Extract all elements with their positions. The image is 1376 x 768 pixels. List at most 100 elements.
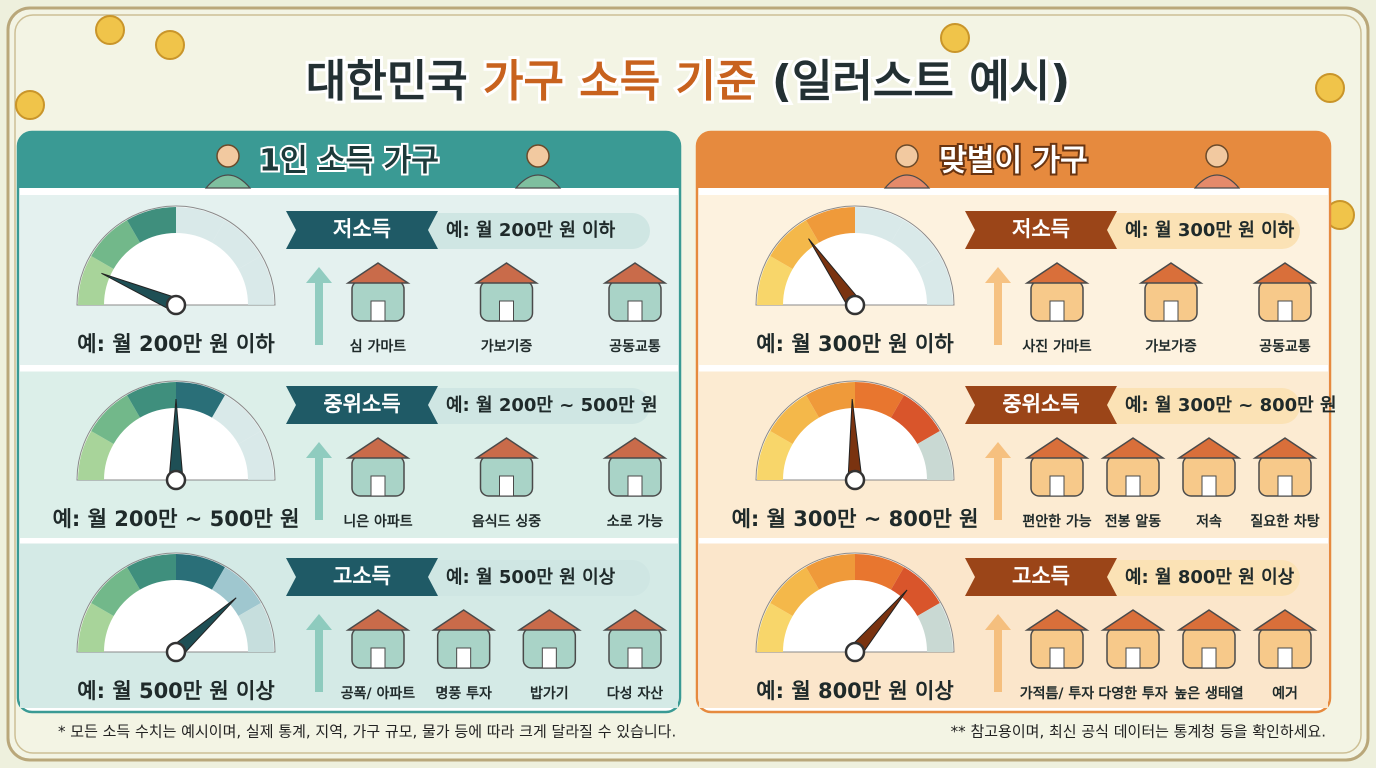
item-label: 높은 생태열 (1174, 685, 1243, 702)
item-label: 명풍 투자 (435, 685, 492, 702)
person-body (204, 174, 252, 189)
item-label: 다영한 투자 (1098, 685, 1167, 702)
item-icon-door (627, 647, 643, 669)
item-icon-roof (431, 609, 497, 631)
item-icon-roof (1252, 437, 1318, 459)
gauge-segment (917, 256, 953, 306)
gauge-segment (238, 431, 274, 481)
tier-range: 예: 월 300만 ~ 800만 원 (1125, 395, 1337, 416)
item-icon-roof (1024, 437, 1090, 459)
gauge-segment (211, 395, 261, 445)
coin-icon (95, 15, 125, 45)
item-icon-roof (345, 262, 411, 284)
item-icon-door (1125, 647, 1141, 669)
up-arrow (985, 267, 1011, 345)
item-icon-door (499, 475, 514, 497)
item-label: 가적틈/ 투자 (1020, 685, 1095, 702)
tier-tag (965, 211, 1117, 249)
item-icon-roof (516, 609, 582, 631)
item-label: 사진 가마트 (1022, 338, 1091, 355)
gauge-hub (844, 294, 866, 316)
item-icon-door (1049, 647, 1065, 669)
tier-range: 예: 월 200만 ~ 500만 원 (446, 395, 658, 416)
gauge-segment (890, 395, 940, 445)
item-label: 가보기증 (481, 339, 533, 355)
gauge-segment (78, 431, 114, 481)
item-label: 심 가마트 (350, 339, 407, 355)
gauge-segment (175, 554, 225, 590)
tier-tag (286, 386, 438, 424)
gauge-hub (165, 294, 187, 316)
tier-range: 예: 월 800만 원 이상 (1125, 567, 1295, 588)
item-icon-roof (1176, 437, 1242, 459)
item-label: 편안한 가능 (1022, 513, 1091, 530)
person-body (883, 174, 931, 189)
gauge-label: 예: 월 200만 원 이하 (77, 332, 275, 356)
item-label: 공폭/ 아파트 (341, 685, 416, 702)
item-label: 공동교통 (609, 339, 661, 355)
up-arrow (985, 442, 1011, 520)
item-icon-door (370, 647, 386, 669)
gauge-segment (854, 382, 904, 418)
item-icon-roof (474, 437, 539, 459)
gauge-segment (238, 603, 274, 653)
tier-name: 고소득 (1012, 564, 1070, 588)
item-icon-roof (1024, 262, 1090, 284)
tier-tag (286, 558, 438, 596)
tier-range: 예: 월 200만 원 이하 (446, 220, 616, 241)
gauge-segment (127, 207, 177, 243)
panel-header (18, 132, 680, 188)
person-head (216, 144, 240, 168)
tier-tag (965, 558, 1117, 596)
gauge-hub (844, 469, 866, 491)
item-icon-roof (1176, 609, 1242, 631)
item-icon-door (541, 647, 557, 669)
item-label: 공동교통 (1259, 339, 1311, 355)
tier-range: 예: 월 300만 원 이하 (1125, 220, 1295, 241)
gauge-hub (165, 469, 187, 491)
person-head (1205, 144, 1229, 168)
item-icon-door (456, 647, 472, 669)
item-label: 저속 (1196, 514, 1222, 530)
gauge-segment (238, 256, 274, 306)
tier-name: 저소득 (333, 217, 391, 241)
gauge-segment (890, 567, 940, 617)
item-icon-door (1277, 300, 1293, 322)
up-arrow (985, 614, 1011, 692)
gauge-segment (890, 220, 940, 270)
panel-title: 맞벌이 가구 (939, 144, 1087, 179)
up-arrow (306, 614, 332, 692)
item-icon-roof (1100, 437, 1166, 459)
item-label: 소로 가능 (607, 514, 664, 530)
gauge-segment (757, 256, 793, 306)
item-label: 니은 아파트 (343, 513, 412, 530)
item-icon-roof (602, 437, 668, 459)
tier-name: 중위소득 (1002, 392, 1079, 416)
tier-name: 고소득 (333, 564, 391, 588)
gauge-segment (127, 554, 177, 590)
item-label: 음식드 싱중 (472, 514, 541, 530)
gauge-label: 예: 월 300만 원 이하 (756, 332, 954, 356)
item-icon-roof (1252, 609, 1318, 631)
coin-icon (1315, 73, 1345, 103)
item-icon-roof (602, 609, 668, 631)
tier-tag (286, 211, 438, 249)
item-icon-door (1163, 300, 1179, 322)
panel-header (697, 132, 1330, 188)
item-icon-door (1049, 300, 1065, 322)
person-head (895, 144, 919, 168)
item-label: 밥가기 (530, 685, 569, 702)
up-arrow (306, 267, 332, 345)
footnote: * 모든 소득 수치는 예시이며, 실제 통계, 지역, 가구 규모, 물가 등… (58, 723, 676, 741)
gauge-segment (175, 382, 225, 418)
gauge-segment (91, 395, 141, 445)
frame-inner (14, 14, 1362, 754)
item-label: 전봉 알동 (1105, 513, 1162, 530)
tier-name: 저소득 (1012, 217, 1070, 241)
footnote: ** 참고용이며, 최신 공식 데이터는 통계청 등을 확인하세요. (951, 723, 1326, 741)
gauge-segment (917, 431, 953, 481)
item-icon-roof (1138, 262, 1204, 284)
item-icon-roof (1252, 262, 1318, 284)
item-icon-door (499, 300, 514, 322)
